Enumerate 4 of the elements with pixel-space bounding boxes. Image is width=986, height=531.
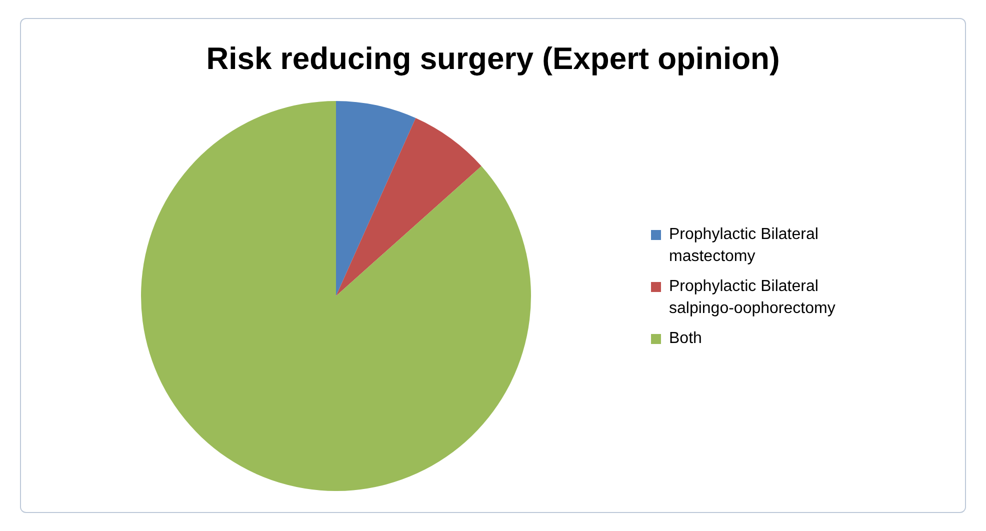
chart-title: Risk reducing surgery (Expert opinion) [205,41,781,77]
legend-label: Prophylactic Bilateral salpingo-oophorectomy [669,277,836,319]
legend-label: Prophylactic Bilateral mastectomy [669,225,820,267]
legend-label: Both [669,329,702,349]
